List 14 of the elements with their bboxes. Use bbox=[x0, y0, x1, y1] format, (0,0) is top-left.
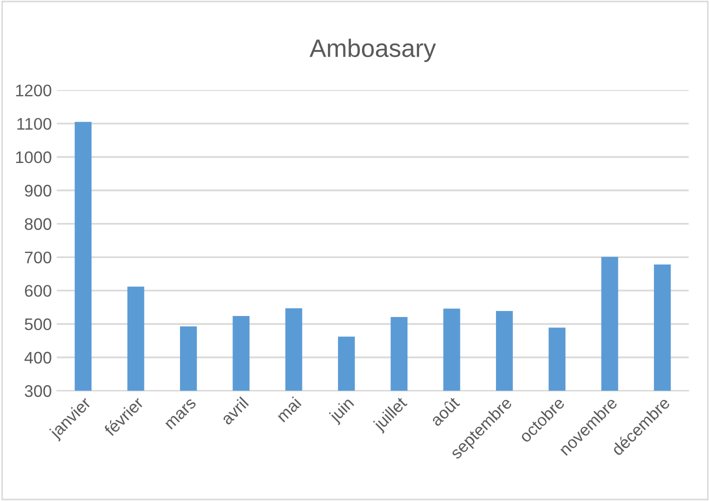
y-tick-label: 300 bbox=[24, 385, 52, 397]
y-tick-label: 1200 bbox=[16, 84, 52, 96]
y-tick-label: 400 bbox=[24, 352, 52, 364]
y-tick-label: 1000 bbox=[16, 151, 52, 164]
y-tick-label: 700 bbox=[24, 252, 52, 264]
y-tick-label: 500 bbox=[24, 318, 52, 330]
y-tick-label: 1100 bbox=[17, 118, 52, 130]
y-tick-label: 900 bbox=[24, 184, 52, 197]
chart-title: Amboasary bbox=[310, 38, 436, 62]
x-tick-label: mai bbox=[276, 396, 302, 423]
x-tick-label: avril bbox=[220, 396, 249, 426]
x-tick-label: juin bbox=[328, 396, 357, 426]
y-tick-label: 600 bbox=[24, 284, 52, 297]
y-tick-label: 800 bbox=[24, 218, 52, 230]
